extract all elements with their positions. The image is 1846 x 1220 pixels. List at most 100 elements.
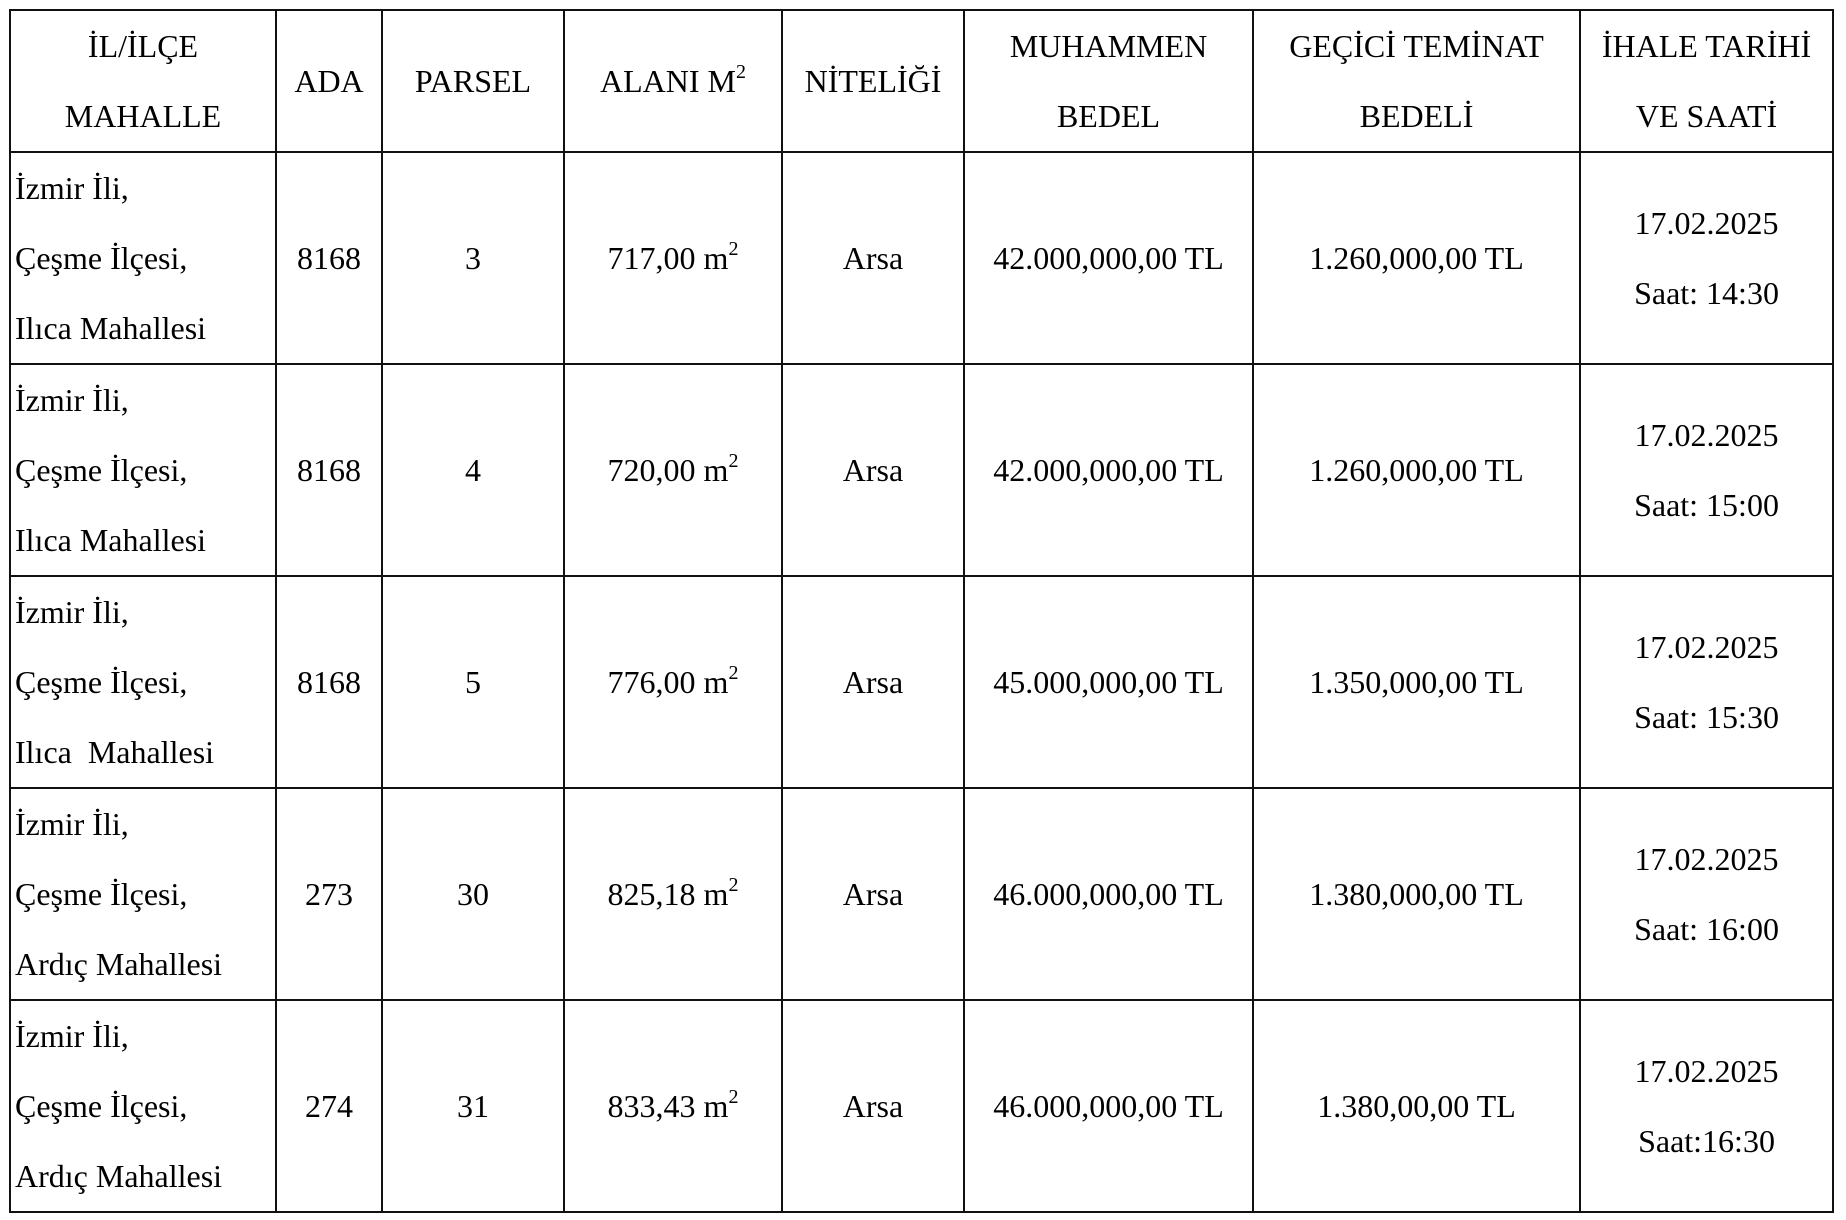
header-line: VE SAATİ — [1581, 81, 1832, 151]
cell-date: 17.02.2025 Saat: 16:00 — [1579, 787, 1834, 1001]
cell-area: 720,00 m2 — [563, 363, 783, 577]
area-text: 720,00 m — [607, 452, 729, 488]
cell-location: İzmir İli, Çeşme İlçesi, Ilıca Mahallesi — [9, 151, 277, 365]
cell-type: Arsa — [781, 787, 965, 1001]
header-text: İL/İLÇE — [87, 28, 199, 64]
location-line: Çeşme İlçesi, — [15, 876, 188, 912]
deposit-value: 1.260,000,00 TL — [1309, 240, 1524, 276]
price-value: 46.000,000,00 TL — [993, 1088, 1224, 1124]
header-text: BEDEL — [1056, 98, 1161, 134]
price-value: 42.000,000,00 TL — [993, 452, 1224, 488]
cell-date: 17.02.2025 Saat: 14:30 — [1579, 151, 1834, 365]
header-text: MUHAMMEN — [1009, 28, 1208, 64]
area-text: 776,00 m — [607, 664, 729, 700]
deposit-value: 1.380,000,00 TL — [1309, 876, 1524, 912]
header-ada: ADA — [275, 9, 383, 153]
location-line: Ilıca Mahallesi — [15, 310, 207, 346]
area-value: 825,18 m2 — [565, 859, 781, 929]
cell-deposit: 1.380,00,00 TL — [1252, 999, 1581, 1213]
type-value: Arsa — [842, 1088, 904, 1124]
header-text: NİTELİĞİ — [804, 63, 942, 99]
cell-location: İzmir İli, Çeşme İlçesi, Ilıca Mahallesi — [9, 575, 277, 789]
superscript: 2 — [728, 238, 739, 261]
cell-type: Arsa — [781, 999, 965, 1213]
cell-ada: 273 — [275, 787, 383, 1001]
type-value: Arsa — [842, 664, 904, 700]
table-row: İzmir İli, Çeşme İlçesi, Ilıca Mahallesi 81… — [9, 575, 1834, 789]
header-line: MAHALLE — [11, 81, 275, 151]
header-text: VE SAATİ — [1635, 98, 1778, 134]
cell-parsel: 3 — [381, 151, 565, 365]
price-value: 42.000,000,00 TL — [993, 240, 1224, 276]
area-text: 717,00 m — [607, 240, 729, 276]
header-location: İL/İLÇE MAHALLE — [9, 9, 277, 153]
location-line: Çeşme İlçesi, — [15, 1088, 188, 1124]
cell-parsel: 30 — [381, 787, 565, 1001]
ada-value: 273 — [305, 876, 353, 912]
cell-location: İzmir İli, Çeşme İlçesi, Ardıç Mahallesi — [9, 999, 277, 1213]
location-line: İzmir İli, — [15, 1018, 129, 1054]
cell-ada: 8168 — [275, 363, 383, 577]
cell-area: 825,18 m2 — [563, 787, 783, 1001]
cell-date: 17.02.2025 Saat: 15:30 — [1579, 575, 1834, 789]
location-line: Çeşme İlçesi, — [15, 452, 188, 488]
header-line: BEDEL — [965, 81, 1252, 151]
cell-area: 776,00 m2 — [563, 575, 783, 789]
time-value: Saat: 15:30 — [1634, 699, 1779, 735]
cell-price: 42.000,000,00 TL — [963, 363, 1254, 577]
cell-location: İzmir İli, Çeşme İlçesi, Ilıca Mahallesi — [9, 363, 277, 577]
location-line: İzmir İli, — [15, 382, 129, 418]
header-text: PARSEL — [414, 63, 532, 99]
header-text: ADA — [294, 63, 364, 99]
table-row: İzmir İli, Çeşme İlçesi, Ardıç Mahallesi 27… — [9, 787, 1834, 1001]
area-value: 833,43 m2 — [565, 1071, 781, 1141]
header-text: ALANI M — [600, 63, 736, 99]
location-line: İzmir İli, — [15, 594, 129, 630]
header-price: MUHAMMEN BEDEL — [963, 9, 1254, 153]
area-value: 717,00 m2 — [565, 223, 781, 293]
type-value: Arsa — [842, 452, 904, 488]
header-type: NİTELİĞİ — [781, 9, 965, 153]
cell-ada: 8168 — [275, 151, 383, 365]
date-value: 17.02.2025 — [1634, 841, 1779, 877]
cell-location: İzmir İli, Çeşme İlçesi, Ardıç Mahallesi — [9, 787, 277, 1001]
type-value: Arsa — [842, 876, 904, 912]
parsel-value: 30 — [457, 876, 489, 912]
header-line: BEDELİ — [1254, 81, 1579, 151]
deposit-value: 1.380,00,00 TL — [1317, 1088, 1516, 1124]
cell-deposit: 1.380,000,00 TL — [1252, 787, 1581, 1001]
location-line: İzmir İli, — [15, 170, 129, 206]
deposit-value: 1.260,000,00 TL — [1309, 452, 1524, 488]
header-line: ADA — [277, 46, 381, 116]
parsel-value: 5 — [465, 664, 481, 700]
header-line: MUHAMMEN — [965, 11, 1252, 81]
cell-price: 46.000,000,00 TL — [963, 787, 1254, 1001]
date-value: 17.02.2025 — [1634, 1053, 1779, 1089]
auction-table: İL/İLÇE MAHALLE ADA PARSEL ALANI M 2 NİTELİĞİ M… — [9, 9, 1834, 1213]
ada-value: 8168 — [297, 452, 361, 488]
header-line: GEÇİCİ TEMİNAT — [1254, 11, 1579, 81]
table-row: İzmir İli, Çeşme İlçesi, Ilıca Mahallesi 81… — [9, 363, 1834, 577]
header-deposit: GEÇİCİ TEMİNAT BEDELİ — [1252, 9, 1581, 153]
cell-price: 42.000,000,00 TL — [963, 151, 1254, 365]
location-line: Çeşme İlçesi, — [15, 240, 188, 276]
area-value: 720,00 m2 — [565, 435, 781, 505]
area-text: 825,18 m — [607, 876, 729, 912]
time-value: Saat: 14:30 — [1634, 275, 1779, 311]
cell-ada: 8168 — [275, 575, 383, 789]
time-value: Saat:16:30 — [1638, 1123, 1775, 1159]
location-line: Ilıca Mahallesi — [15, 522, 207, 558]
header-row: İL/İLÇE MAHALLE ADA PARSEL ALANI M2 NİTELİĞİ M… — [9, 9, 1834, 153]
price-value: 45.000,000,00 TL — [993, 664, 1224, 700]
date-value: 17.02.2025 — [1634, 629, 1779, 665]
parsel-value: 31 — [457, 1088, 489, 1124]
ada-value: 8168 — [297, 240, 361, 276]
cell-price: 45.000,000,00 TL — [963, 575, 1254, 789]
superscript: 2 — [728, 1086, 739, 1109]
cell-price: 46.000,000,00 TL — [963, 999, 1254, 1213]
table-row: İzmir İli, Çeşme İlçesi, Ilıca Mahallesi 81… — [9, 151, 1834, 365]
location-line: Çeşme İlçesi, — [15, 664, 188, 700]
superscript: 2 — [728, 450, 739, 473]
parsel-value: 3 — [465, 240, 481, 276]
date-value: 17.02.2025 — [1634, 417, 1779, 453]
